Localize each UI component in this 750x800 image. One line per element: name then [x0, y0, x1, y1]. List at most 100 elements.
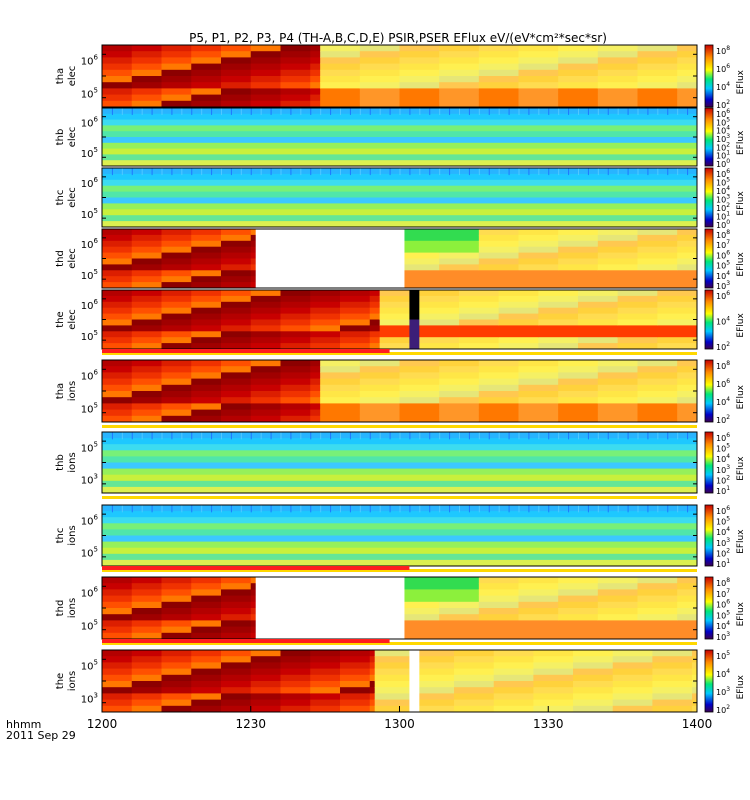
panel-species-label: elec	[67, 66, 78, 87]
spectrogram-cell	[161, 614, 192, 621]
spectrogram-cell	[533, 687, 574, 694]
spectrogram-cell	[250, 674, 281, 682]
spectrogram-cell	[161, 687, 192, 694]
spectrogram-cell	[518, 384, 559, 392]
spectrogram-cell	[439, 69, 480, 77]
spectrogram-cell	[677, 372, 698, 380]
spectrogram-cell	[597, 51, 638, 58]
colorbar	[704, 289, 714, 350]
spectrogram-cell	[657, 301, 698, 309]
spectrogram-cell	[518, 258, 559, 265]
spectrogram-noise	[191, 432, 193, 440]
spectrogram-noise	[131, 108, 133, 115]
spectrogram-cell	[221, 632, 252, 640]
spectrogram-cell	[369, 290, 381, 297]
spectrogram-cell	[597, 229, 638, 236]
spectrogram-cell	[131, 372, 162, 380]
spectrogram-cell	[250, 403, 281, 411]
colorbar-tick-label: 100	[716, 219, 730, 230]
spectrogram-cell	[538, 343, 579, 350]
spectrogram-cell	[652, 687, 693, 694]
colorbar-tick-label: 106	[716, 599, 730, 610]
spectrogram-noise	[548, 168, 550, 176]
spectrogram-cell	[617, 325, 658, 332]
spectrogram-noise	[151, 505, 153, 513]
spectrogram-noise	[349, 505, 351, 513]
spectrogram-noise	[389, 168, 391, 176]
spectrogram-cell	[439, 82, 480, 89]
spectrogram-cell	[102, 313, 133, 320]
spectrogram-cell	[221, 577, 252, 584]
y-tick-label: 105	[81, 440, 98, 454]
spectrogram-noise	[171, 168, 173, 176]
spectrogram-cell	[478, 240, 519, 248]
chart-title: P5, P1, P2, P3, P4 (TH-A,B,C,D,E) PSIR,P…	[189, 31, 607, 45]
spectrogram-noise	[578, 108, 579, 115]
spectrogram-cell	[558, 378, 599, 386]
spectrogram-cell	[191, 313, 222, 320]
spectrogram-cell	[414, 681, 455, 688]
spectrogram-cell	[359, 366, 400, 373]
spectrogram-cell	[221, 88, 252, 96]
spectrogram-noise	[181, 108, 183, 115]
spectrogram-cell	[439, 415, 480, 423]
spectrogram-noise	[468, 168, 470, 176]
spectrogram-cell	[459, 290, 500, 297]
spectrogram-cell	[493, 674, 534, 682]
spectrogram-cell	[131, 290, 162, 297]
colorbar-tick-label: 102	[716, 99, 730, 110]
spectrogram-cell	[439, 88, 480, 96]
spectrogram-cell	[221, 626, 252, 634]
spectrogram-noise	[558, 432, 560, 440]
spectrogram-cell	[374, 668, 415, 676]
spectrogram-noise	[429, 432, 431, 440]
spectrogram-cell	[131, 100, 162, 108]
spectrogram-noise	[181, 432, 183, 440]
spectrogram-cell	[573, 656, 614, 663]
spectrogram-cell	[454, 656, 495, 663]
spectrogram-cell	[637, 240, 678, 248]
spectrogram-cell	[399, 608, 440, 615]
spectrogram-cell	[597, 577, 638, 584]
spectrogram-cell	[221, 397, 252, 404]
spectrogram-noise	[518, 108, 520, 115]
colorbar	[704, 649, 714, 713]
spectrogram-cell	[102, 687, 133, 694]
spectrogram-cell	[478, 601, 519, 609]
spectrogram-noise	[637, 505, 639, 513]
spectrogram-cell	[518, 595, 559, 603]
spectrogram-cell	[597, 264, 638, 271]
spectrogram-noise	[300, 505, 302, 513]
spectrogram-cell	[221, 656, 252, 663]
y-tick-label: 105	[81, 207, 98, 221]
spectrogram-cell	[161, 650, 192, 657]
spectrogram-cell	[439, 240, 480, 248]
spectrogram-cell	[340, 687, 371, 694]
colorbar-tick-label: 105	[716, 177, 730, 188]
spectrogram-cell	[597, 366, 638, 373]
spectrogram-cell	[320, 57, 361, 65]
spectrogram-cell	[161, 313, 192, 320]
mode-bar-red-segment	[102, 639, 390, 643]
spectrogram-cell	[399, 63, 440, 71]
spectrogram-cell	[399, 234, 440, 242]
spectrogram-cell	[221, 258, 252, 265]
spectrogram-cell	[419, 295, 460, 303]
spectrogram-cell	[102, 229, 133, 236]
spectrogram-noise	[657, 432, 659, 440]
colorbar-tick-label: 103	[716, 133, 730, 144]
spectrogram-noise	[419, 432, 421, 440]
spectrogram-noise	[687, 108, 689, 115]
spectrogram-cell	[250, 82, 281, 89]
spectrogram-cell	[359, 378, 400, 386]
spectrogram-cell	[280, 360, 311, 367]
spectrogram-cell	[677, 82, 698, 89]
spectrogram-cell	[399, 246, 440, 254]
mode-bar-background	[102, 642, 697, 645]
spectrogram-cell	[518, 614, 559, 621]
spectrogram-band	[102, 221, 697, 228]
spectrogram-cell	[518, 391, 559, 398]
spectrogram-cell	[250, 295, 281, 303]
spectrogram-noise	[647, 108, 649, 115]
mode-bar	[102, 425, 697, 428]
